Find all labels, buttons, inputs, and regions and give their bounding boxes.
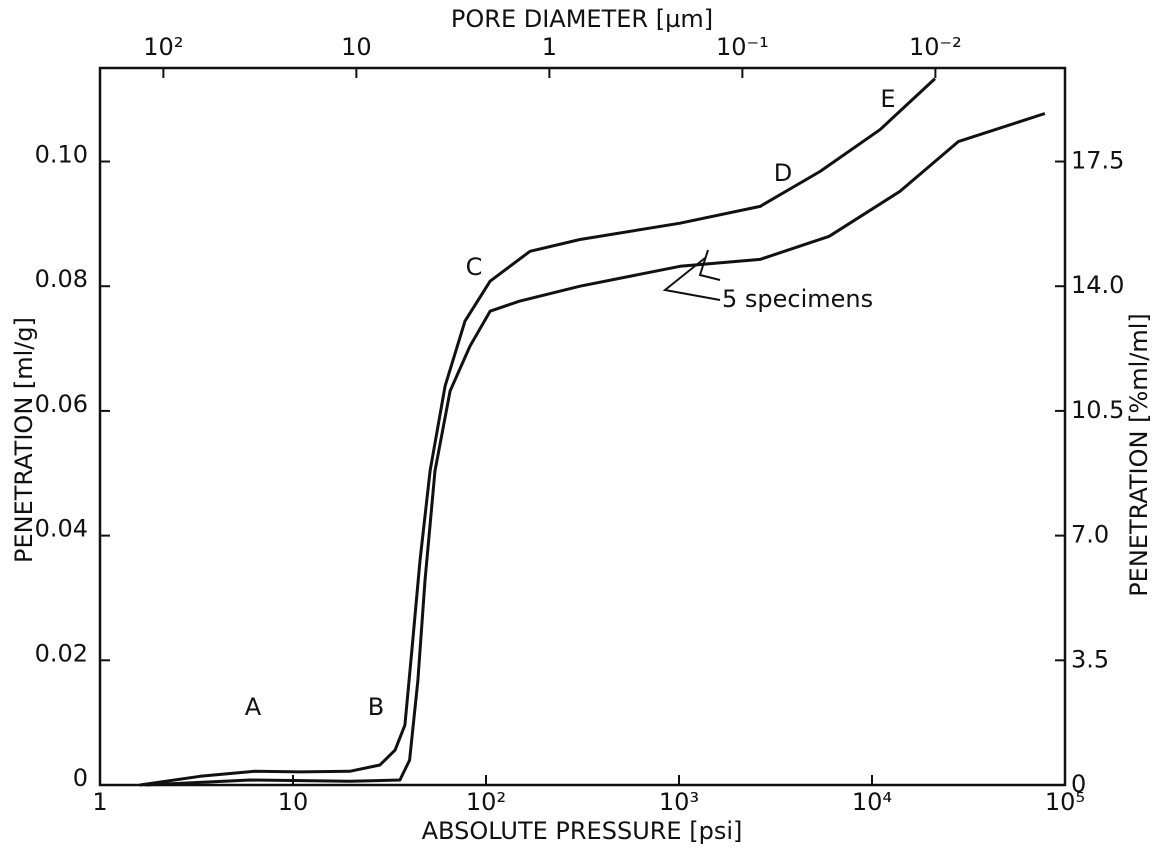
x-tick-label: 10 [278, 788, 309, 816]
y-tick-label: 0 [73, 764, 88, 792]
x2-tick-label: 10² [143, 33, 183, 61]
annotation: B [368, 693, 384, 721]
x-tick-label: 10⁴ [852, 788, 892, 816]
y2-axis-title: PENETRATION [%ml/ml] [1125, 313, 1153, 597]
y-tick-label: 0.04 [35, 515, 88, 543]
x2-tick-label: 10⁻¹ [716, 33, 769, 61]
x-axis-title: ABSOLUTE PRESSURE [psi] [422, 817, 743, 845]
y2-tick-label: 10.5 [1071, 396, 1124, 424]
annotation: A [245, 693, 262, 721]
annotation-arrow [662, 257, 721, 301]
y-tick-label: 0.10 [35, 141, 88, 169]
x2-tick-label: 1 [542, 33, 557, 61]
annotation: C [466, 253, 483, 281]
y-axis-title: PENETRATION [ml/g] [10, 317, 38, 563]
x2-tick-label: 10 [341, 33, 372, 61]
annotation-arrow [698, 249, 721, 281]
y-tick-label: 0.08 [35, 265, 88, 293]
y2-tick-label: 7.0 [1071, 521, 1109, 549]
y-tick-label: 0.06 [35, 390, 88, 418]
x-tick-label: 10⁵ [1045, 788, 1085, 816]
annotation: E [880, 85, 895, 113]
x2-axis-title: PORE DIAMETER [µm] [451, 5, 713, 33]
y2-tick-label: 17.5 [1071, 147, 1124, 175]
annotation: D [774, 159, 792, 187]
x-tick-label: 10² [466, 788, 506, 816]
plot-frame [98, 66, 1067, 787]
y-tick-label: 0.02 [35, 639, 88, 667]
curve [144, 112, 1046, 787]
annotation: 5 specimens [722, 285, 873, 313]
x-tick-label: 1 [92, 788, 107, 816]
x2-tick-label: 10⁻² [909, 33, 962, 61]
y2-tick-label: 14.0 [1071, 271, 1124, 299]
y2-tick-label: 3.5 [1071, 645, 1109, 673]
curve [139, 77, 937, 787]
x-tick-label: 10³ [659, 788, 699, 816]
y2-tick-label: 0 [1071, 770, 1086, 798]
